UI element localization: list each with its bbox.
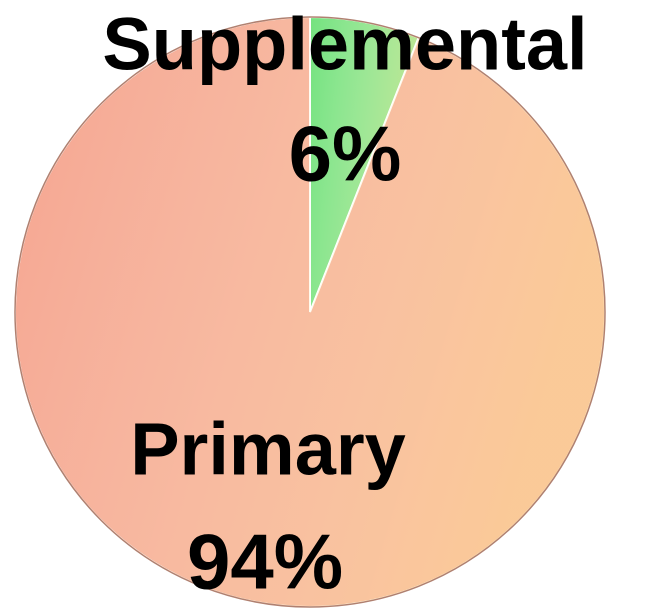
slice-percent: 94% bbox=[187, 518, 343, 606]
pie bbox=[14, 15, 606, 608]
pie-outline bbox=[14, 16, 606, 608]
slice-percent: 6% bbox=[289, 110, 402, 198]
slice-name: Primary bbox=[130, 408, 406, 491]
labels: Supplemental 6% Primary 94% bbox=[102, 3, 587, 606]
slice-shade bbox=[310, 17, 419, 312]
slice-name: Supplemental bbox=[102, 3, 587, 86]
slice-shade bbox=[15, 17, 606, 607]
